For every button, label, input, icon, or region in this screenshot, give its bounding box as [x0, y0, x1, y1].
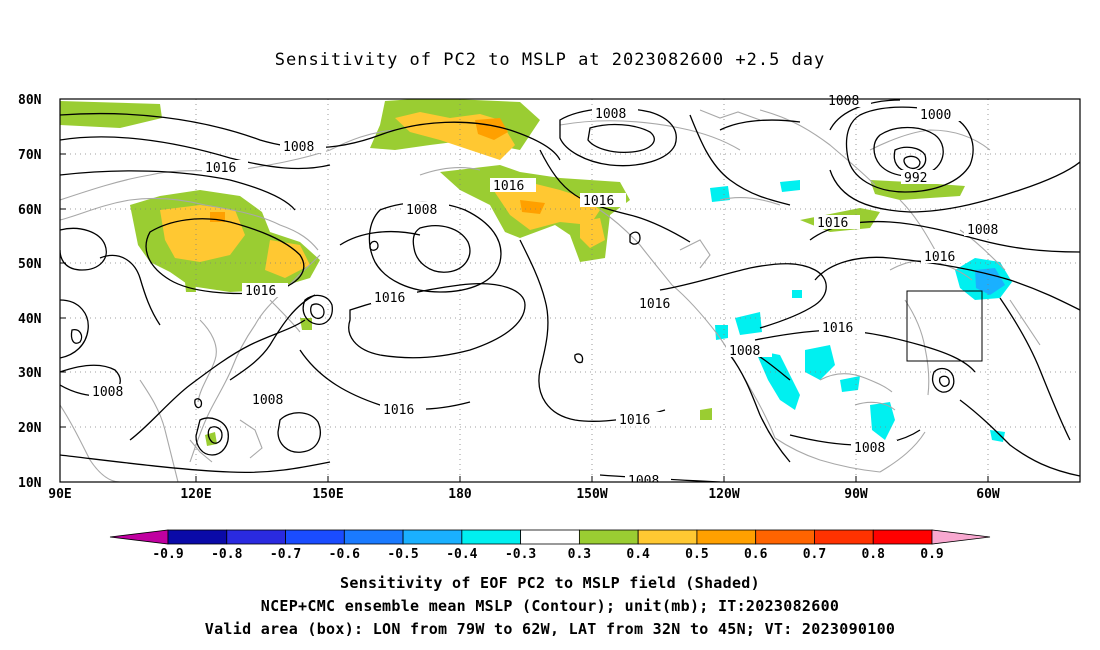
lon-label: 150E — [312, 487, 343, 502]
lon-label: 120W — [708, 487, 739, 502]
lon-label: 120E — [180, 487, 211, 502]
colorbar-label: 0.9 — [920, 547, 943, 562]
colorbar-cell — [578, 529, 639, 545]
lon-labels: 90E 120E 150E 180 150W 120W 90W 60W — [48, 487, 1000, 502]
lat-label: 20N — [18, 421, 42, 436]
contour-label: 1016 — [383, 403, 414, 418]
contour-label: 1016 — [817, 216, 848, 231]
lat-label: 50N — [18, 257, 42, 272]
contour-label: 1000 — [920, 108, 951, 123]
colorbar-label: -0.6 — [329, 547, 360, 562]
colorbar-cell — [872, 529, 933, 545]
contour-labels: 1008 1008 1000 1016 1008 1016 1016 992 1… — [89, 93, 1010, 489]
colorbar-cell — [226, 529, 286, 545]
colorbar-extend-low — [109, 529, 169, 545]
colorbar-label: -0.5 — [387, 547, 418, 562]
plot-frame — [59, 98, 1081, 483]
caption-line-1: Sensitivity of EOF PC2 to MSLP field (Sh… — [340, 574, 760, 592]
contour-label: 1008 — [92, 385, 123, 400]
colorbar-extend-high — [931, 529, 991, 545]
contour-label: 1016 — [619, 413, 650, 428]
lon-label: 60W — [976, 487, 1000, 502]
contour-label: 1016 — [493, 179, 524, 194]
caption-line-2: NCEP+CMC ensemble mean MSLP (Contour); u… — [260, 597, 840, 615]
contour-label: 992 — [904, 171, 927, 186]
colorbar-label: 0.6 — [744, 547, 768, 562]
colorbar-cell — [167, 529, 228, 545]
colorbar-label: -0.7 — [270, 547, 301, 562]
colorbar-label: -0.9 — [152, 547, 183, 562]
lat-label: 60N — [18, 203, 42, 218]
sensitivity-shading — [60, 99, 1012, 446]
contour-label: 1008 — [406, 203, 437, 218]
contour-label: 1016 — [245, 284, 276, 299]
chart-title: Sensitivity of PC2 to MSLP at 2023082600… — [274, 50, 826, 70]
contour-label: 1016 — [822, 321, 853, 336]
lat-label: 30N — [18, 366, 42, 381]
colorbar-cell — [637, 529, 698, 545]
colorbar-cell — [461, 529, 522, 545]
contour-label: 1008 — [252, 393, 283, 408]
colorbar-cell — [402, 529, 463, 545]
lat-label: 40N — [18, 312, 42, 327]
contour-label: 1016 — [639, 297, 670, 312]
colorbar-label: 0.7 — [803, 547, 826, 562]
contour-label: 1016 — [583, 194, 614, 209]
lon-label: 150W — [576, 487, 607, 502]
colorbar-label: -0.4 — [446, 547, 477, 562]
contour-label: 1008 — [283, 140, 314, 155]
contour-label: 1016 — [374, 291, 405, 306]
colorbar-label: 0.5 — [685, 547, 708, 562]
lat-labels: 80N 70N 60N 50N 40N 30N 20N 10N — [18, 93, 42, 491]
caption-line-3: Valid area (box): LON from 79W to 62W, L… — [204, 620, 896, 638]
colorbar-cell — [814, 529, 874, 545]
colorbar-label: -0.3 — [505, 547, 536, 562]
colorbar: -0.9 -0.8 -0.7 -0.6 -0.5 -0.4 -0.3 0.3 0.4 0.5 0.6… — [109, 529, 991, 562]
colorbar-cell — [755, 529, 815, 545]
coastlines — [60, 109, 1041, 482]
graticule — [60, 99, 1080, 482]
lat-label: 10N — [18, 476, 42, 491]
colorbar-label: 0.3 — [568, 547, 591, 562]
contour-label: 1008 — [729, 344, 760, 359]
lat-label: 70N — [18, 148, 42, 163]
contour-label: 1016 — [205, 161, 236, 176]
lat-label: 80N — [18, 93, 42, 108]
contour-label: 1008 — [854, 441, 885, 456]
colorbar-label: -0.8 — [211, 547, 242, 562]
lon-label: 90E — [48, 487, 71, 502]
lon-label: 90W — [844, 487, 868, 502]
contour-label: 1008 — [595, 107, 626, 122]
valid-area-box — [906, 290, 983, 362]
colorbar-cell — [285, 529, 345, 545]
colorbar-cell — [696, 529, 757, 545]
colorbar-label: 0.4 — [626, 547, 650, 562]
contour-label: 1008 — [828, 94, 859, 109]
axis-ticks — [60, 98, 989, 483]
mslp-contours — [60, 99, 1080, 482]
contour-label: 1008 — [967, 223, 998, 238]
colorbar-cell — [343, 529, 404, 545]
colorbar-cell — [520, 529, 580, 545]
contour-label: 1008 — [628, 474, 659, 489]
contour-label: 1016 — [924, 250, 955, 265]
lon-label: 180 — [448, 487, 472, 502]
colorbar-label: 0.8 — [861, 547, 885, 562]
